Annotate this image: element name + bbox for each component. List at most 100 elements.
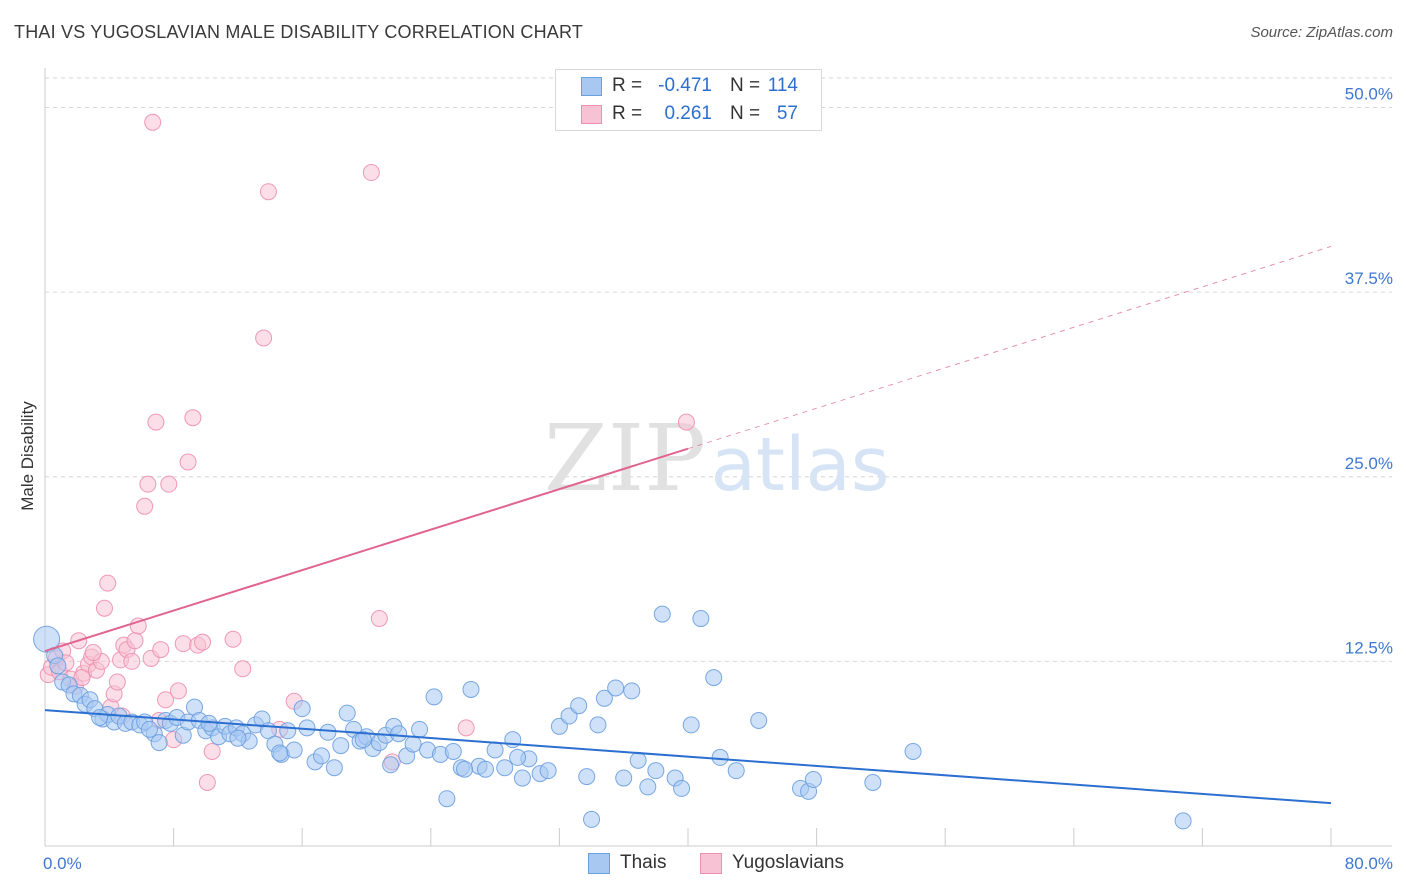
yugoslavian-point — [99, 574, 117, 592]
yugoslavians-trend-extension — [687, 245, 1332, 450]
thai-point — [653, 605, 671, 623]
thai-point — [404, 735, 422, 753]
thai-point — [727, 762, 745, 780]
r-value: -0.471 — [658, 75, 712, 96]
thai-point — [444, 742, 462, 760]
thai-point — [456, 760, 474, 778]
yugoslavian-point — [84, 644, 102, 662]
yugoslavian-point — [370, 610, 388, 628]
thai-point — [595, 689, 613, 707]
thai-point — [91, 709, 109, 727]
thai-point — [33, 625, 61, 653]
yugoslavian-point — [144, 113, 162, 131]
yugoslavians-swatch — [700, 853, 722, 874]
thai-point — [49, 657, 67, 675]
thai-point — [312, 747, 330, 765]
r-label: R = — [612, 103, 643, 124]
yugoslavian-point — [157, 691, 175, 709]
trend-lines — [44, 245, 1332, 805]
yugoslavian-point — [139, 475, 157, 493]
thai-point — [332, 737, 350, 755]
thai-point — [711, 748, 729, 766]
thai-point — [319, 723, 337, 741]
yugoslavian-point — [174, 635, 192, 653]
thai-point — [583, 810, 601, 828]
correlation-legend: R = -0.471 N = 114 R = 0.261 N = 57 — [555, 69, 822, 131]
r-value: 0.261 — [664, 103, 712, 124]
thai-point — [513, 769, 531, 787]
thai-point — [692, 610, 710, 628]
thai-point — [629, 751, 647, 769]
source-label: Source: ZipAtlas.com — [1250, 24, 1393, 41]
thai-point — [486, 741, 504, 759]
y-tick-label: 12.5% — [1345, 638, 1393, 657]
thai-point — [578, 768, 596, 786]
yugoslavian-point — [224, 630, 242, 648]
thai-point — [150, 734, 168, 752]
thai-point — [750, 711, 768, 729]
yugoslavian-point — [95, 599, 113, 617]
yugoslavian-point — [203, 742, 221, 760]
thai-point — [325, 759, 343, 777]
thais-trend-line — [44, 709, 1332, 805]
yugoslavian-point — [179, 453, 197, 471]
watermark: ZIP atlas — [544, 405, 890, 512]
thai-point — [615, 769, 633, 787]
chart-title: THAI VS YUGOSLAVIAN MALE DISABILITY CORR… — [14, 22, 584, 42]
thai-point — [476, 760, 494, 778]
yugoslavian-point — [169, 682, 187, 700]
legend-row-yugoslavians: R = 0.261 N = 57 — [556, 100, 821, 128]
yugoslavian-point — [234, 660, 252, 678]
thai-point — [279, 722, 297, 740]
thai-point — [425, 688, 443, 706]
yugoslavian-point — [198, 773, 216, 791]
thai-point — [509, 748, 527, 766]
thai-point — [804, 771, 822, 789]
n-label: N = — [730, 103, 761, 124]
thai-point — [462, 680, 480, 698]
thai-point — [904, 742, 922, 760]
yugoslavian-point — [73, 669, 91, 687]
yugoslavian-point — [152, 641, 170, 659]
gridlines — [45, 77, 1392, 662]
thais-points — [33, 605, 1192, 830]
n-value: 57 — [776, 103, 798, 124]
yugoslavian-point — [160, 475, 178, 493]
thai-point — [140, 720, 158, 738]
thai-point — [682, 716, 700, 734]
n-label: N = — [730, 75, 761, 96]
thai-point — [271, 744, 289, 762]
yugoslavian-point — [194, 633, 212, 651]
thai-point — [200, 714, 218, 732]
thai-point — [570, 697, 588, 715]
thais-swatch — [588, 853, 610, 874]
yugoslavian-point — [255, 329, 273, 347]
thai-point — [285, 741, 303, 759]
x-tick-label: 0.0% — [43, 854, 82, 873]
thai-point — [647, 762, 665, 780]
legend-label: Yugoslavians — [732, 852, 844, 873]
yugoslavian-point — [362, 164, 380, 182]
thai-point — [639, 778, 657, 796]
y-tick-label: 25.0% — [1345, 454, 1393, 473]
thais-swatch — [581, 77, 602, 96]
legend-label: Thais — [620, 852, 667, 873]
thai-point — [390, 725, 408, 743]
thai-point — [382, 756, 400, 774]
yugoslavian-point — [184, 409, 202, 427]
axes — [44, 68, 1392, 847]
thai-point — [438, 790, 456, 808]
thai-point — [589, 716, 607, 734]
yugoslavian-point — [126, 632, 144, 650]
legend-row-thais: R = -0.471 N = 114 — [556, 72, 821, 100]
r-label: R = — [612, 75, 643, 96]
thai-point — [623, 682, 641, 700]
thai-point — [496, 759, 514, 777]
thai-point — [293, 700, 311, 718]
thai-point — [338, 704, 356, 722]
yugoslavians-swatch — [581, 105, 602, 124]
yugoslavian-point — [457, 719, 475, 737]
yugoslavian-point — [136, 497, 154, 515]
thai-point — [1174, 812, 1192, 830]
